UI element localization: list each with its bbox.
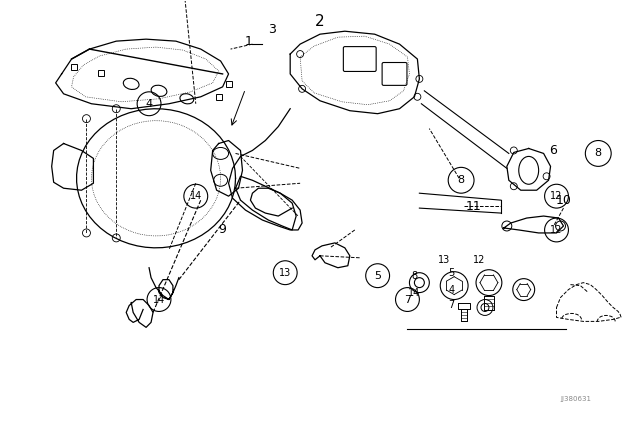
Text: 4: 4 bbox=[145, 99, 152, 109]
Text: 12: 12 bbox=[550, 191, 563, 201]
Text: 8: 8 bbox=[595, 148, 602, 159]
Text: 14: 14 bbox=[189, 191, 202, 201]
Text: 7: 7 bbox=[448, 301, 454, 310]
Bar bbox=[99, 70, 104, 76]
Text: 8: 8 bbox=[458, 175, 465, 185]
Bar bbox=[70, 64, 77, 70]
Text: 13: 13 bbox=[438, 255, 451, 265]
Text: 13: 13 bbox=[279, 268, 291, 278]
Text: 4: 4 bbox=[448, 284, 454, 295]
Bar bbox=[216, 94, 221, 100]
Text: JJ380631: JJ380631 bbox=[561, 396, 592, 402]
Text: 12: 12 bbox=[473, 255, 485, 265]
Text: 9: 9 bbox=[219, 224, 227, 237]
Text: 12: 12 bbox=[550, 225, 563, 235]
Text: 6: 6 bbox=[550, 144, 557, 157]
Text: 1: 1 bbox=[244, 34, 252, 47]
Text: 8: 8 bbox=[412, 271, 417, 281]
Text: 10: 10 bbox=[556, 194, 572, 207]
Text: 14: 14 bbox=[408, 288, 420, 297]
Text: 5: 5 bbox=[448, 268, 454, 278]
Text: 11: 11 bbox=[466, 200, 482, 213]
Bar bbox=[225, 81, 232, 87]
Text: 5: 5 bbox=[374, 271, 381, 281]
Text: 14: 14 bbox=[153, 294, 165, 305]
Text: 7: 7 bbox=[404, 294, 411, 305]
Text: 2: 2 bbox=[315, 14, 325, 29]
Text: 3: 3 bbox=[268, 23, 276, 36]
